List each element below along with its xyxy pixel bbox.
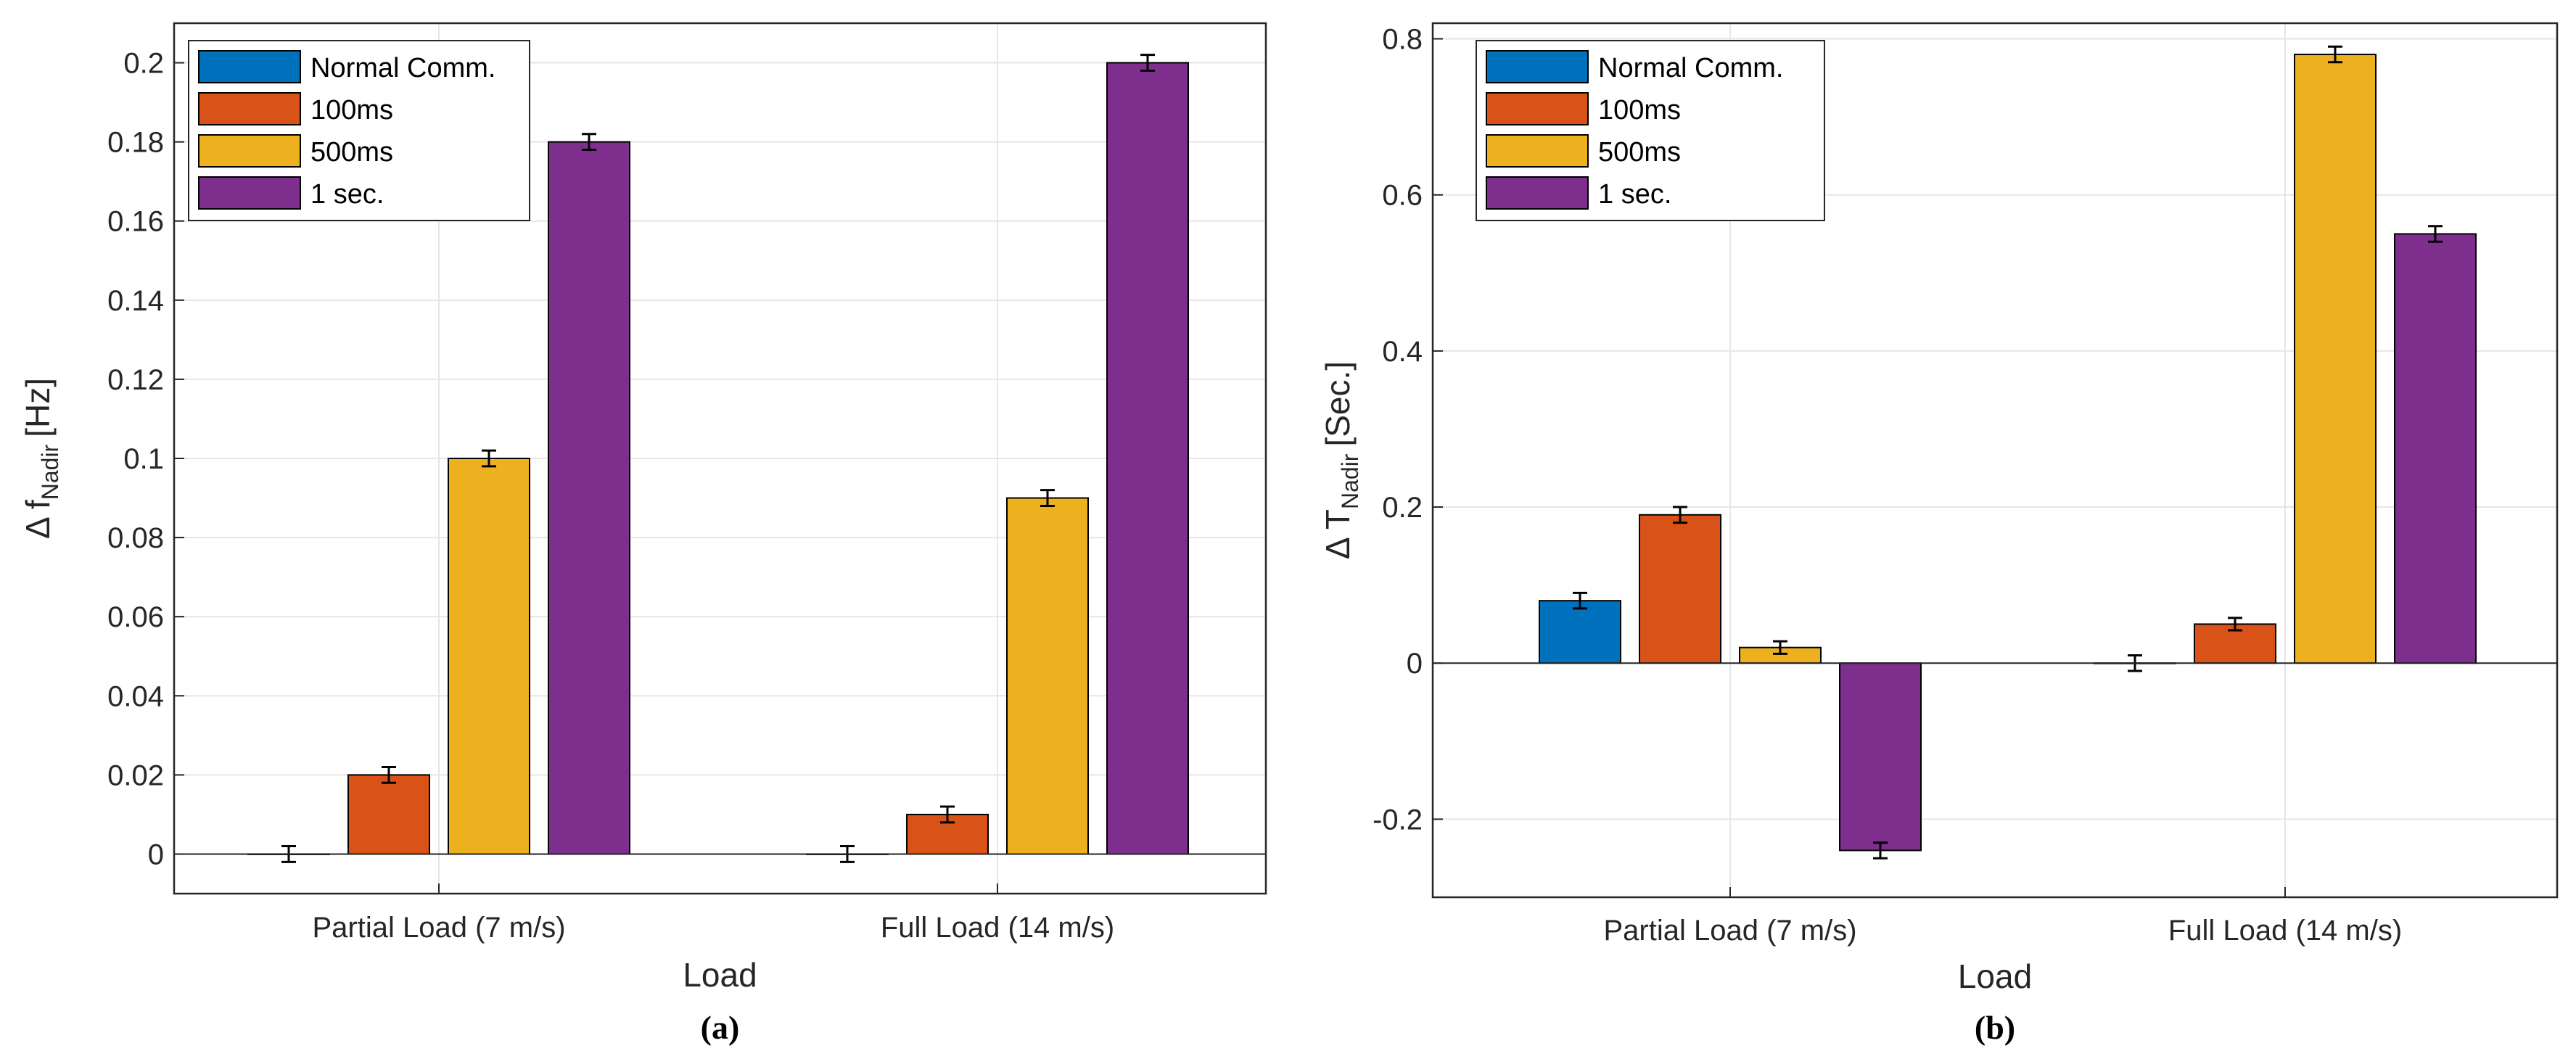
axes-frame	[1431, 22, 2559, 899]
y-tick-label: 0.12	[107, 364, 164, 396]
x-tick-label: Full Load (14 m/s)	[881, 912, 1114, 944]
y-tick-label: 0.06	[107, 601, 164, 633]
legend-swatch	[198, 134, 301, 168]
legend-label: 100ms	[1598, 95, 1681, 125]
panel-caption: (b)	[1975, 1009, 2015, 1046]
legend-swatch	[1486, 50, 1589, 83]
y-tick-label: 0.4	[1382, 336, 1423, 368]
y-tick-label: 0.14	[107, 285, 164, 317]
x-tick-label: Partial Load (7 m/s)	[312, 912, 565, 944]
y-axis-label-suffix: [Sec.]	[1319, 361, 1357, 447]
chart-a: 0 0.02 0.04 0.06 0.08 0.1 0.12 0.14 0.16 0.18 0.2 P…	[19, 22, 1267, 1046]
y-axis-label-subscript: Nadir	[1337, 453, 1363, 509]
legend-swatch	[198, 50, 301, 83]
bar	[2394, 233, 2477, 664]
legend-label: 1 sec.	[1598, 179, 1671, 210]
bar	[1006, 497, 1089, 855]
legend-swatch	[1486, 134, 1589, 168]
y-tick-label: 0.16	[107, 206, 164, 238]
y-axis-label: Δ TNadir [Sec.]	[1319, 361, 1363, 559]
bar	[1106, 62, 1189, 855]
legend-label: Normal Comm.	[310, 53, 495, 83]
legend-label: 1 sec.	[310, 179, 384, 210]
x-axis-label: Load	[683, 956, 757, 994]
legend-swatch	[1486, 92, 1589, 125]
legend-swatch	[198, 92, 301, 125]
x-axis-label: Load	[1958, 957, 2032, 995]
bar	[548, 141, 630, 855]
legend-swatch	[198, 176, 301, 210]
bar	[2294, 54, 2377, 664]
bar	[1639, 514, 1721, 664]
y-tick-label: 0.8	[1382, 24, 1423, 56]
y-axis-label-prefix: Δ f	[19, 500, 57, 539]
legend-label: 500ms	[1598, 137, 1681, 168]
axes-frame	[173, 22, 1267, 895]
legend-label: 500ms	[310, 137, 393, 168]
bar	[347, 774, 430, 855]
y-tick-label: 0	[148, 838, 164, 870]
bar	[448, 458, 530, 855]
y-axis-label-prefix: Δ T	[1319, 509, 1357, 559]
x-tick-label: Partial Load (7 m/s)	[1603, 915, 1856, 947]
y-tick-label: 0.6	[1382, 180, 1423, 212]
y-axis-label-suffix: [Hz]	[19, 378, 57, 437]
y-tick-label: 0.1	[123, 443, 164, 475]
legend-swatch	[1486, 176, 1589, 210]
bar	[1839, 662, 1922, 852]
y-tick-label: -0.2	[1373, 804, 1423, 836]
y-axis-label: Δ fNadir [Hz]	[19, 378, 63, 539]
y-tick-label: 0.2	[123, 48, 164, 80]
x-tick-label: Full Load (14 m/s)	[2168, 915, 2402, 947]
y-tick-label: 0.02	[107, 759, 164, 791]
y-tick-label: 0.04	[107, 680, 164, 712]
panel-caption: (a)	[701, 1009, 740, 1046]
bar	[1539, 600, 1621, 664]
chart-b: -0.2 0 0.2 0.4 0.6 0.8 Partial Load (7 m/s) Ful…	[1319, 22, 2559, 1046]
y-tick-label: 0.08	[107, 522, 164, 554]
legend-label: 100ms	[310, 95, 393, 125]
y-tick-label: 0.18	[107, 127, 164, 159]
y-tick-label: 0	[1407, 648, 1423, 680]
y-axis-label-subscript: Nadir	[37, 444, 63, 500]
legend-label: Normal Comm.	[1598, 53, 1783, 83]
y-tick-label: 0.2	[1382, 492, 1423, 524]
